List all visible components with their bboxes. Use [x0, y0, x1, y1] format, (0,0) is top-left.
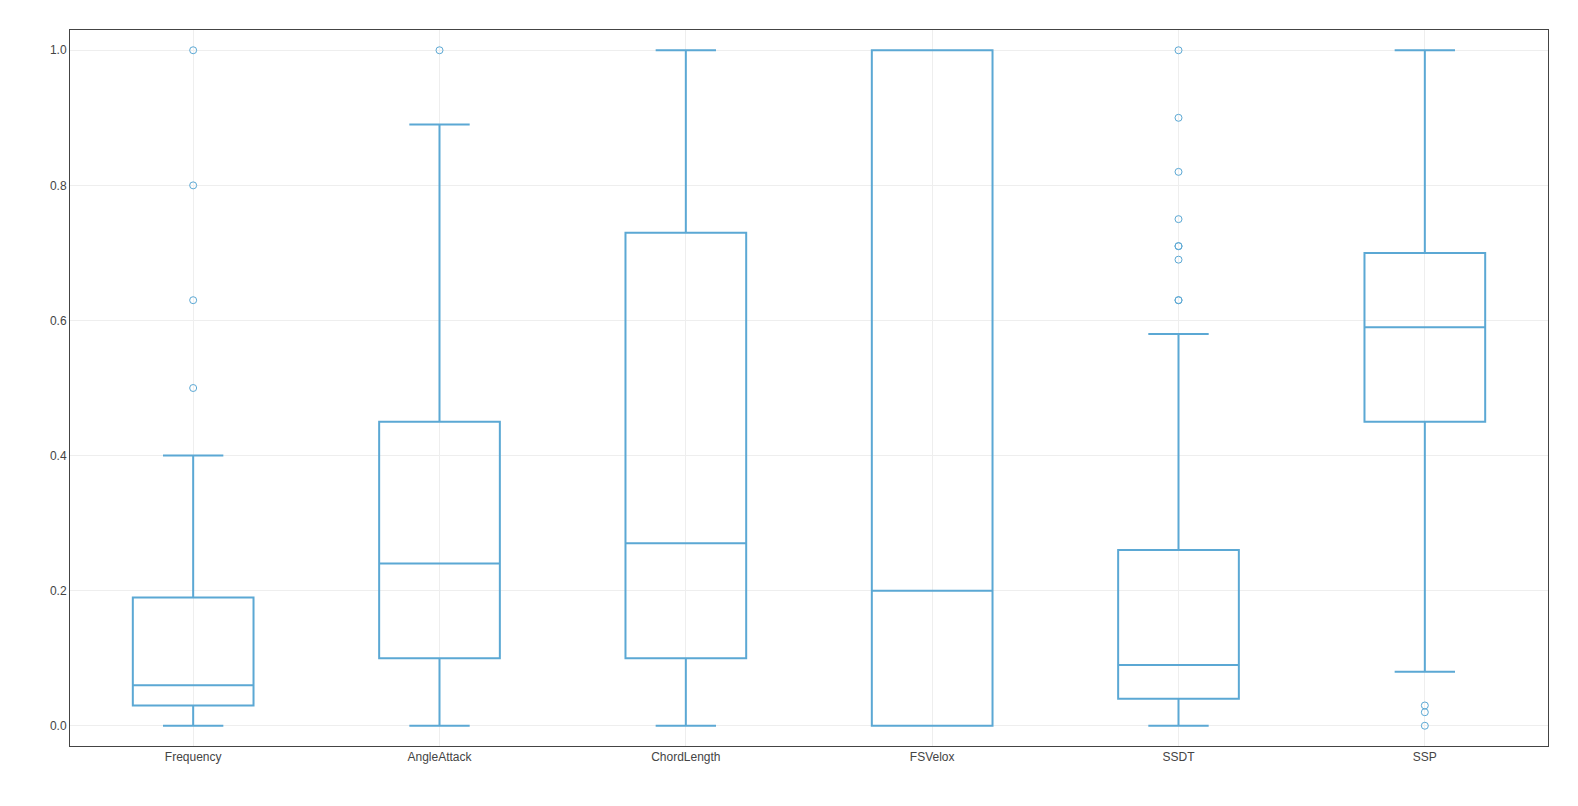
svg-text:SSDT: SSDT [1162, 750, 1195, 764]
svg-text:Frequency: Frequency [165, 750, 222, 764]
svg-text:SSP: SSP [1413, 750, 1437, 764]
svg-text:0.2: 0.2 [50, 584, 67, 598]
svg-text:FSVelox: FSVelox [910, 750, 955, 764]
svg-text:0.6: 0.6 [50, 314, 67, 328]
svg-text:1.0: 1.0 [50, 43, 67, 57]
svg-text:ChordLength: ChordLength [651, 750, 720, 764]
svg-text:AngleAttack: AngleAttack [407, 750, 472, 764]
svg-text:0.0: 0.0 [50, 719, 67, 733]
svg-text:0.8: 0.8 [50, 179, 67, 193]
svg-text:0.4: 0.4 [50, 449, 67, 463]
